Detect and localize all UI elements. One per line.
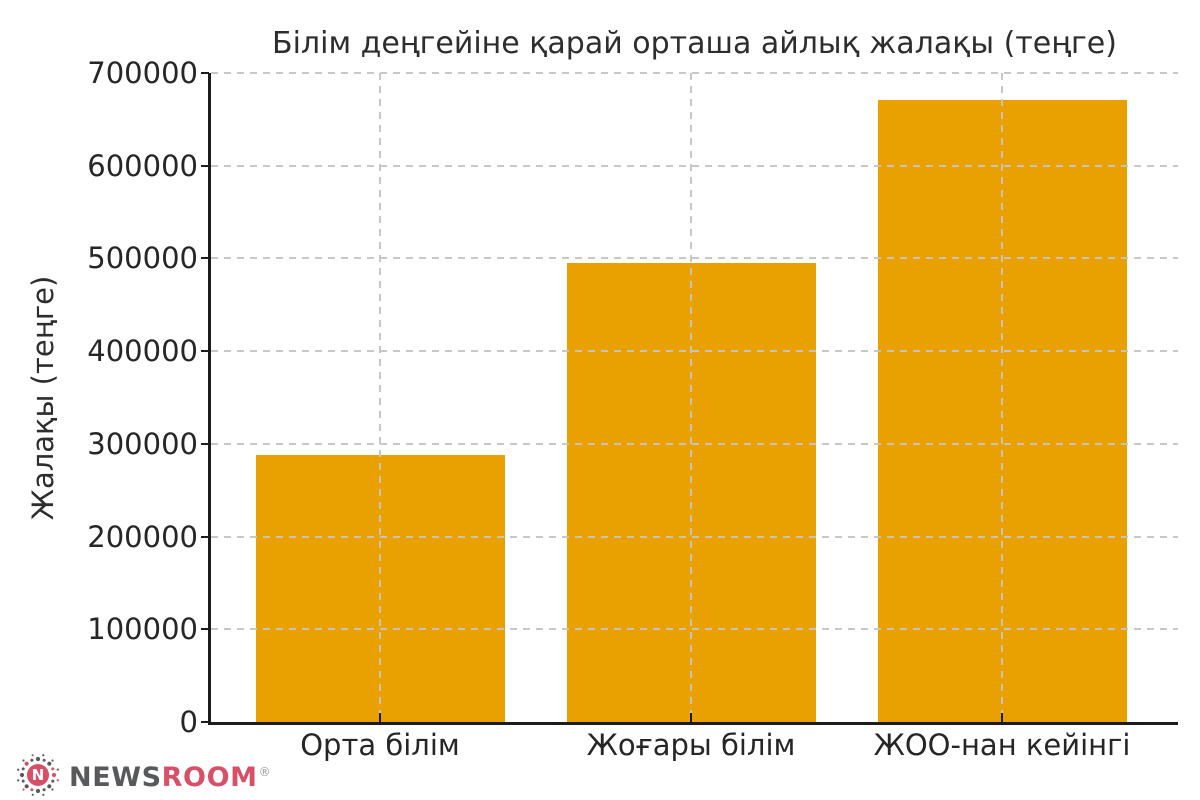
burst-dot bbox=[19, 772, 25, 778]
burst-dot bbox=[21, 767, 25, 771]
logo-text-room: ROOM bbox=[161, 762, 258, 793]
burst-dot bbox=[30, 758, 34, 762]
burst-dot bbox=[21, 779, 25, 783]
burst-dot bbox=[51, 779, 55, 783]
burst-dot bbox=[24, 761, 29, 766]
burst-dot bbox=[51, 772, 57, 778]
burst-dot bbox=[22, 759, 25, 762]
burst-dot bbox=[31, 793, 34, 796]
y-tick-mark bbox=[201, 628, 209, 631]
y-tick-label: 300000 bbox=[87, 426, 198, 461]
y-tick-mark bbox=[201, 72, 209, 74]
burst-dot bbox=[51, 788, 54, 791]
y-tick-label: 600000 bbox=[87, 148, 198, 183]
burst-dot bbox=[47, 784, 52, 789]
y-tick-label: 200000 bbox=[87, 519, 198, 554]
y-tick-label: 100000 bbox=[87, 612, 198, 647]
v-gridline bbox=[690, 73, 692, 722]
plot-area bbox=[201, 72, 1178, 723]
burst-dot bbox=[42, 758, 46, 762]
x-tick-mark bbox=[690, 713, 692, 722]
h-gridline bbox=[211, 164, 1178, 167]
chart-title: Білім деңгейіне қарай орташа айлық жалақ… bbox=[272, 26, 1117, 61]
y-tick-mark bbox=[201, 257, 209, 260]
y-tick-label: 700000 bbox=[87, 56, 198, 90]
h-gridline bbox=[211, 442, 1178, 445]
h-gridline bbox=[211, 535, 1178, 538]
y-tick-label: 500000 bbox=[87, 241, 198, 276]
y-tick-label: 0 bbox=[179, 705, 198, 739]
y-tick-mark bbox=[201, 350, 209, 353]
y-tick-mark bbox=[201, 535, 209, 538]
newsroom-watermark: N NEWSROOM® bbox=[15, 749, 271, 800]
burst-dot bbox=[42, 793, 45, 796]
burst-dot bbox=[22, 788, 25, 791]
registered-mark: ® bbox=[258, 765, 272, 779]
burst-dot bbox=[31, 754, 34, 757]
burst-dot bbox=[42, 788, 46, 792]
h-gridline bbox=[211, 350, 1178, 353]
x-tick-label: Орта білім bbox=[300, 728, 460, 762]
y-tick-mark bbox=[201, 442, 209, 445]
y-axis-spine bbox=[208, 73, 211, 725]
burst-dot bbox=[42, 754, 45, 757]
burst-dot bbox=[17, 768, 20, 771]
x-tick-label: Жоғары білім bbox=[586, 728, 796, 762]
x-tick-label: ЖОО-нан кейінгі bbox=[873, 728, 1131, 762]
h-gridline bbox=[211, 257, 1178, 260]
burst-dot bbox=[35, 788, 41, 794]
v-gridline bbox=[1001, 73, 1003, 722]
burst-dot bbox=[51, 767, 55, 771]
h-gridline bbox=[211, 628, 1178, 631]
logo-letter: N bbox=[32, 766, 45, 784]
newsroom-burst-icon: N bbox=[17, 754, 59, 796]
burst-dot bbox=[30, 788, 34, 792]
burst-dot bbox=[35, 756, 41, 762]
y-tick-mark bbox=[201, 164, 209, 167]
burst-dot bbox=[56, 768, 59, 771]
burst-dot bbox=[56, 779, 59, 782]
x-axis-tick-labels: Орта білім Жоғары білім ЖОО-нан кейінгі bbox=[211, 728, 1178, 768]
burst-dot bbox=[24, 784, 29, 789]
logo-text-news: NEWS bbox=[69, 762, 162, 793]
x-tick-mark bbox=[1001, 713, 1003, 722]
burst-dot bbox=[47, 761, 52, 766]
v-gridline bbox=[379, 73, 381, 722]
y-axis-tick-labels: 0 100000 200000 300000 400000 500000 600000 700… bbox=[40, 56, 198, 739]
x-tick-mark bbox=[379, 713, 381, 722]
burst-dot bbox=[51, 759, 54, 762]
x-axis-spine bbox=[208, 722, 1178, 725]
burst-dot bbox=[17, 779, 20, 782]
y-tick-label: 400000 bbox=[87, 334, 198, 369]
h-gridline bbox=[211, 72, 1178, 74]
logo-text: NEWSROOM® bbox=[69, 749, 271, 800]
y-tick-mark bbox=[201, 721, 209, 723]
